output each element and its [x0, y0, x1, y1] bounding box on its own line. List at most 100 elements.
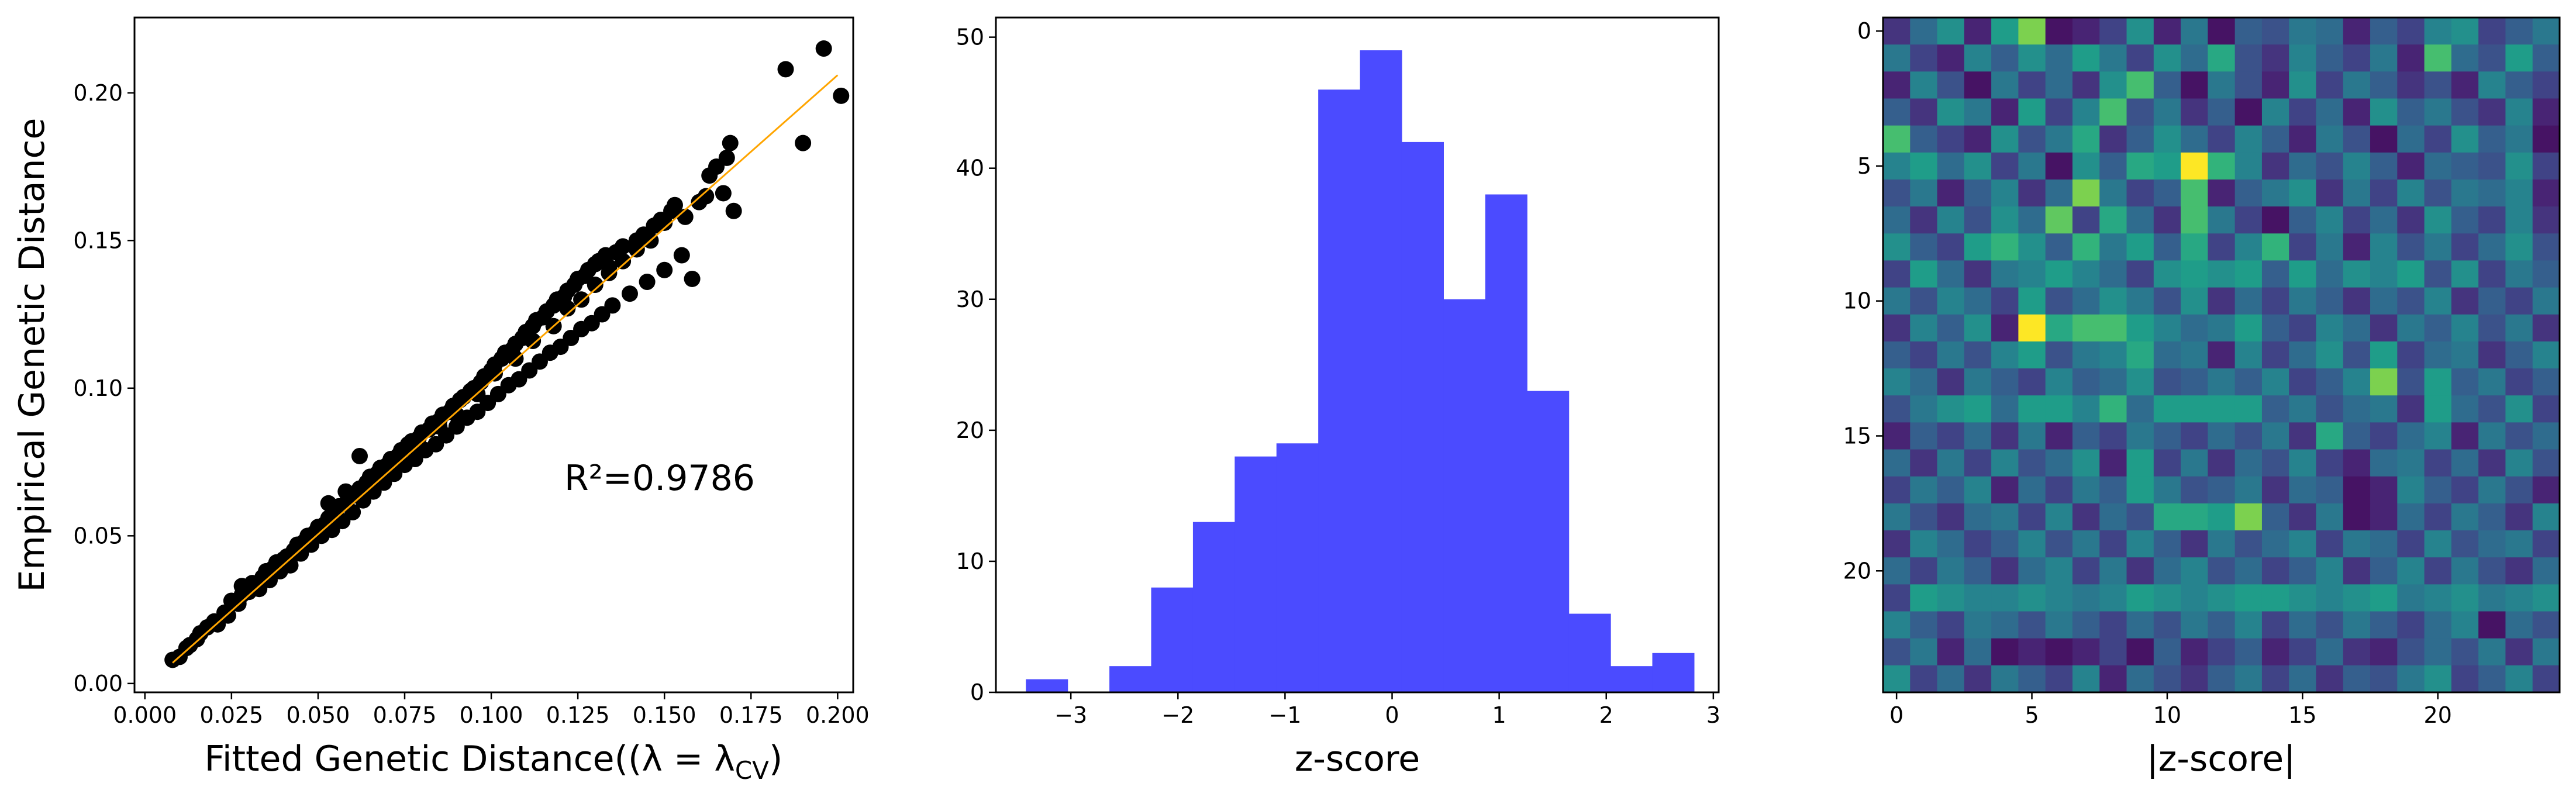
heatmap-cell	[2261, 584, 2289, 612]
heatmap-cell	[2397, 18, 2425, 45]
histogram-y-tick-label: 10	[956, 548, 984, 574]
scatter-x-tick-label: 0.075	[373, 702, 437, 728]
heatmap-cell	[2532, 260, 2560, 288]
heatmap-cell	[2424, 287, 2452, 315]
heatmap-cell	[2289, 665, 2317, 693]
heatmap-cell	[2018, 233, 2046, 261]
heatmap-cell	[2126, 341, 2154, 369]
heatmap-cell	[2505, 287, 2533, 315]
heatmap-cell	[2045, 260, 2073, 288]
heatmap-cell	[2261, 287, 2289, 315]
heatmap-cell	[2234, 287, 2263, 315]
heatmap-cell	[2126, 233, 2154, 261]
heatmap-cell	[2153, 530, 2181, 558]
scatter-point	[337, 483, 354, 500]
heatmap-cell	[2126, 18, 2154, 45]
scatter-point	[320, 495, 337, 512]
heatmap-cell	[1991, 71, 2019, 99]
heatmap-cell	[1991, 152, 2019, 180]
heatmap-cell	[2045, 584, 2073, 612]
heatmap-cell	[2181, 395, 2208, 423]
heatmap-cell	[2099, 71, 2127, 99]
heatmap-cell	[2208, 611, 2236, 639]
heatmap-cell	[2208, 638, 2236, 666]
heatmap-cell	[2289, 557, 2317, 585]
heatmap-cell	[1937, 71, 1965, 99]
heatmap-cell	[1883, 125, 1911, 153]
heatmap-cell	[1910, 287, 1938, 315]
heatmap-cell	[2208, 395, 2236, 423]
heatmap-cell	[2126, 611, 2154, 639]
heatmap-cell	[2451, 44, 2479, 72]
heatmap-cell	[2289, 638, 2317, 666]
heatmap-cell	[2370, 18, 2398, 45]
heatmap-cell	[2099, 503, 2127, 531]
heatmap-cell	[2072, 233, 2100, 261]
heatmap-cell	[1991, 233, 2019, 261]
heatmap-cell	[2397, 476, 2425, 504]
heatmap-cell	[2505, 125, 2533, 153]
heatmap-cell	[1883, 665, 1911, 693]
heatmap-cell	[1937, 341, 1965, 369]
heatmap-cell	[2451, 98, 2479, 126]
heatmap-cell	[2018, 530, 2046, 558]
heatmap-cell	[2181, 260, 2208, 288]
histogram-y-tick-label: 20	[956, 418, 984, 443]
heatmap-cell	[2451, 125, 2479, 153]
heatmap-cell	[2153, 638, 2181, 666]
heatmap-cell	[1883, 476, 1911, 504]
heatmap-cell	[2316, 44, 2344, 72]
heatmap-cell	[1910, 260, 1938, 288]
heatmap-cell	[2316, 638, 2344, 666]
heatmap-cell	[1991, 503, 2019, 531]
heatmap-cell	[1883, 44, 1911, 72]
heatmap-cell	[2532, 503, 2560, 531]
scatter-point	[795, 134, 812, 151]
heatmap-cell	[2478, 368, 2506, 396]
heatmap-cell	[2289, 584, 2317, 612]
scatter-panel: 0.000 0.025 0.050 0.075 0.100 0.125 0.150 0.175…	[12, 16, 870, 785]
heatmap-cell	[2343, 18, 2371, 45]
heatmap-cell	[2234, 206, 2263, 234]
heatmap-cell	[2181, 314, 2208, 342]
scatter-x-tick-label: 0.150	[633, 702, 696, 728]
heatmap-cell	[2045, 476, 2073, 504]
heatmap-cell	[2153, 665, 2181, 693]
heatmap-cell	[2208, 476, 2236, 504]
heatmap-cell	[2153, 44, 2181, 72]
heatmap-cell	[2424, 98, 2452, 126]
scatter-point	[615, 238, 632, 255]
heatmap-cell	[1910, 206, 1938, 234]
heatmap-cell	[1964, 584, 1992, 612]
heatmap-cell	[2478, 584, 2506, 612]
heatmap-cell	[2018, 152, 2046, 180]
heatmap-cell	[2505, 44, 2533, 72]
scatter-x-tick-label: 0.175	[719, 702, 783, 728]
heatmap-cell	[2505, 152, 2533, 180]
heatmap-cell	[2234, 584, 2263, 612]
heatmap-cell	[2478, 98, 2506, 126]
scatter-point	[698, 188, 715, 205]
heatmap-cell	[2018, 449, 2046, 477]
heatmap-cell	[2424, 44, 2452, 72]
heatmap-cell	[2126, 665, 2154, 693]
histogram-bar	[1401, 142, 1444, 692]
heatmap-cell	[2397, 179, 2425, 207]
heatmap-cell	[2045, 18, 2073, 45]
heatmap-cell	[2099, 260, 2127, 288]
scatter-point	[833, 87, 850, 104]
heatmap-cell	[2424, 584, 2452, 612]
heatmap-cell	[1883, 314, 1911, 342]
heatmap-cell	[2181, 665, 2208, 693]
heatmap-cell	[2316, 557, 2344, 585]
heatmap-cell	[2181, 449, 2208, 477]
heatmap-cell	[2451, 260, 2479, 288]
heatmap-cell	[2072, 530, 2100, 558]
heatmap-cell	[2099, 179, 2127, 207]
heatmap-cell	[2099, 530, 2127, 558]
heatmap-cell	[2234, 260, 2263, 288]
heatmap-cell	[2045, 530, 2073, 558]
heatmap-cell	[2532, 341, 2560, 369]
histogram-x-ticks: −3 −2 −1 0 1 2 3	[1054, 692, 1720, 728]
heatmap-cell	[2153, 395, 2181, 423]
